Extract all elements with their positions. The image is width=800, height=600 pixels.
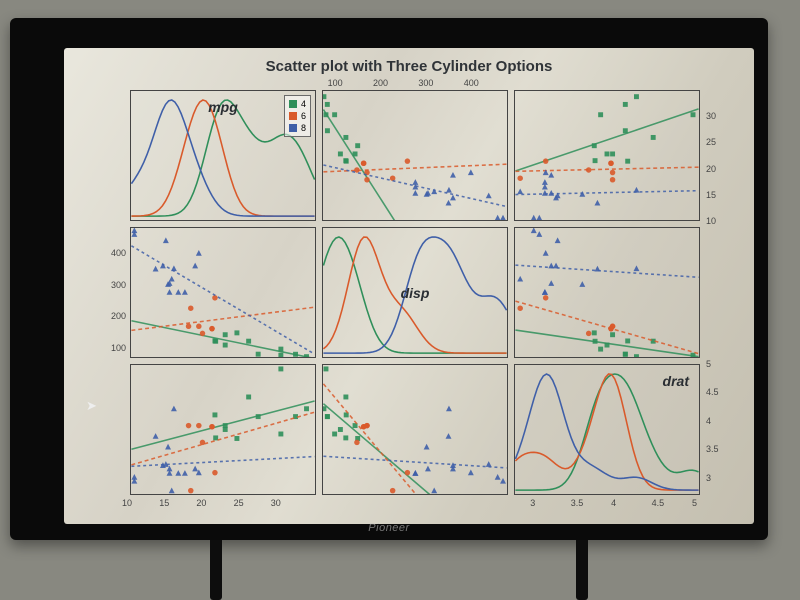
legend-box: 468	[284, 95, 311, 137]
panel-diag-drat: drat	[514, 364, 700, 495]
legend-item: 4	[289, 98, 306, 110]
panel-disp-vs-drat	[514, 227, 700, 358]
panel-mpg-vs-disp	[322, 90, 508, 221]
axis-bottom-drat: 33.544.55	[514, 498, 700, 510]
panel-disp-vs-mpg	[130, 227, 316, 358]
monitor-stand-left	[210, 540, 222, 600]
axis-left-disp: 100200300400	[102, 227, 128, 358]
axis-right-drat: 33.544.55	[704, 364, 732, 495]
chart-title: Scatter plot with Three Cylinder Options	[64, 58, 754, 75]
screen-content: ➤ Scatter plot with Three Cylinder Optio…	[64, 48, 754, 524]
diag-label-mpg: mpg	[208, 99, 238, 115]
axis-right-mpg: 1015202530	[704, 90, 728, 221]
panel-diag-disp: disp	[322, 227, 508, 358]
diag-label-disp: disp	[401, 285, 430, 301]
cursor-icon: ➤	[86, 398, 97, 414]
panel-drat-vs-disp	[322, 364, 508, 495]
legend-item: 8	[289, 122, 306, 134]
diag-label-drat: drat	[663, 373, 689, 389]
pairs-plot-grid: mpg 468 disp drat	[130, 90, 700, 495]
monitor-stand-right	[576, 540, 588, 600]
monitor-brand: Pioneer	[368, 522, 409, 534]
monitor-bezel: ➤ Scatter plot with Three Cylinder Optio…	[10, 18, 768, 540]
panel-diag-mpg: mpg 468	[130, 90, 316, 221]
panel-drat-vs-mpg	[130, 364, 316, 495]
axis-bottom-mpg: 1015202530	[130, 498, 316, 510]
axis-top-disp: 100200300400	[322, 78, 508, 90]
legend-item: 6	[289, 110, 306, 122]
panel-mpg-vs-drat	[514, 90, 700, 221]
